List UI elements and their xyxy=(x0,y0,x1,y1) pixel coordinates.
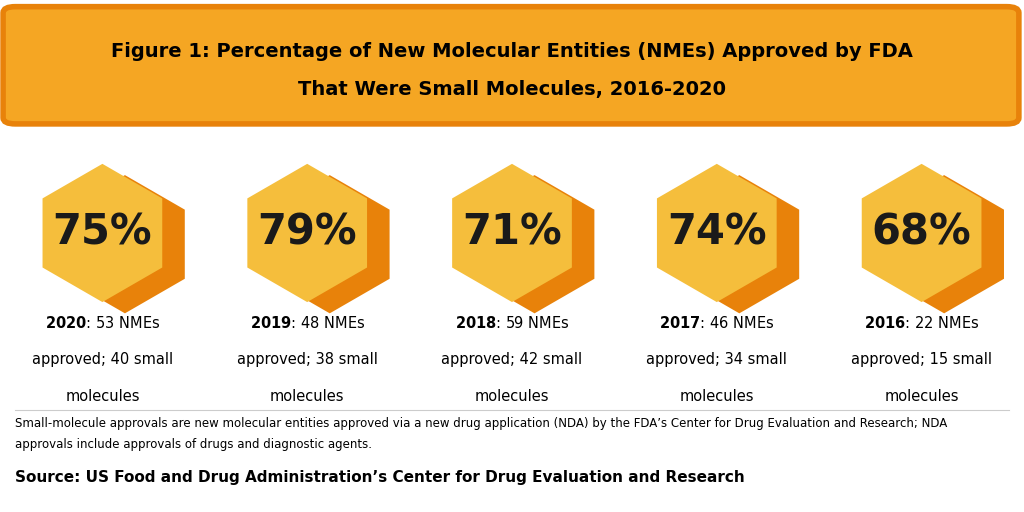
Text: 79%: 79% xyxy=(257,212,357,254)
Text: molecules: molecules xyxy=(680,389,754,403)
Text: $\bf{2017}$: 46 NMEs: $\bf{2017}$: 46 NMEs xyxy=(659,315,774,331)
FancyBboxPatch shape xyxy=(3,7,1019,124)
Text: Source: US Food and Drug Administration’s Center for Drug Evaluation and Researc: Source: US Food and Drug Administration’… xyxy=(15,470,745,485)
Polygon shape xyxy=(885,175,1004,313)
Polygon shape xyxy=(66,175,184,313)
Text: molecules: molecules xyxy=(885,389,958,403)
Text: $\bf{2019}$: 48 NMEs: $\bf{2019}$: 48 NMEs xyxy=(250,315,365,331)
Polygon shape xyxy=(43,164,162,302)
Polygon shape xyxy=(453,164,571,302)
Text: molecules: molecules xyxy=(475,389,549,403)
Text: approved; 38 small: approved; 38 small xyxy=(237,352,378,367)
Text: $\bf{2020}$: 53 NMEs: $\bf{2020}$: 53 NMEs xyxy=(45,315,160,331)
Text: molecules: molecules xyxy=(270,389,344,403)
Polygon shape xyxy=(270,175,389,313)
Text: 75%: 75% xyxy=(52,212,153,254)
Text: Small-molecule approvals are new molecular entities approved via a new drug appl: Small-molecule approvals are new molecul… xyxy=(15,417,947,430)
Polygon shape xyxy=(862,164,981,302)
Text: That Were Small Molecules, 2016-2020: That Were Small Molecules, 2016-2020 xyxy=(298,80,726,99)
Text: 74%: 74% xyxy=(667,212,767,254)
Text: approved; 15 small: approved; 15 small xyxy=(851,352,992,367)
Text: 68%: 68% xyxy=(871,212,972,254)
Text: $\bf{2016}$: 22 NMEs: $\bf{2016}$: 22 NMEs xyxy=(864,315,979,331)
Text: Figure 1: Percentage of New Molecular Entities (NMEs) Approved by FDA: Figure 1: Percentage of New Molecular En… xyxy=(111,41,913,61)
Polygon shape xyxy=(680,175,799,313)
Polygon shape xyxy=(475,175,594,313)
Text: approved; 40 small: approved; 40 small xyxy=(32,352,173,367)
Text: approved; 42 small: approved; 42 small xyxy=(441,352,583,367)
Text: approved; 34 small: approved; 34 small xyxy=(646,352,787,367)
Text: approvals include approvals of drugs and diagnostic agents.: approvals include approvals of drugs and… xyxy=(15,438,373,451)
Text: 71%: 71% xyxy=(462,212,562,254)
Text: molecules: molecules xyxy=(66,389,139,403)
Polygon shape xyxy=(657,164,776,302)
Text: $\bf{2018}$: 59 NMEs: $\bf{2018}$: 59 NMEs xyxy=(455,315,569,331)
Polygon shape xyxy=(248,164,367,302)
